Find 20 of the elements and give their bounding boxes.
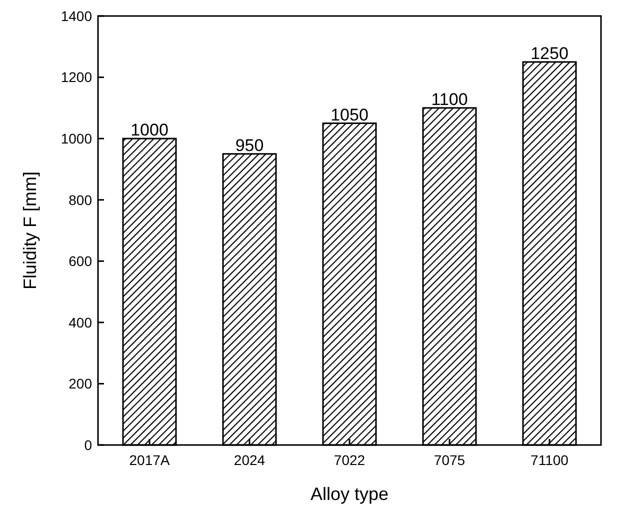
y-tick-label: 600 <box>68 253 92 270</box>
x-tick-label: 2024 <box>234 452 266 468</box>
x-tick-label: 71100 <box>530 452 569 468</box>
y-tick-label: 400 <box>68 314 92 330</box>
y-axis-title: Fluidity F [mm] <box>20 171 40 290</box>
data-label: 1050 <box>330 105 368 124</box>
data-label: 1000 <box>130 120 168 140</box>
y-tick-label: 200 <box>68 376 92 392</box>
x-tick-label: 2017A <box>129 452 170 468</box>
data-label: 1250 <box>530 44 568 63</box>
x-tick-label: 7075 <box>434 452 466 468</box>
x-axis-title: Alloy type <box>310 484 389 504</box>
data-label: 950 <box>235 136 264 155</box>
x-tick-label: 7022 <box>334 452 366 468</box>
y-tick-label: 800 <box>68 192 92 208</box>
y-tick-label: 1000 <box>60 130 92 146</box>
data-label: 1100 <box>431 90 468 109</box>
y-tick-label: 1200 <box>60 69 92 86</box>
y-tick-label: 0 <box>84 436 92 453</box>
y-tick-label: 1400 <box>60 8 92 24</box>
